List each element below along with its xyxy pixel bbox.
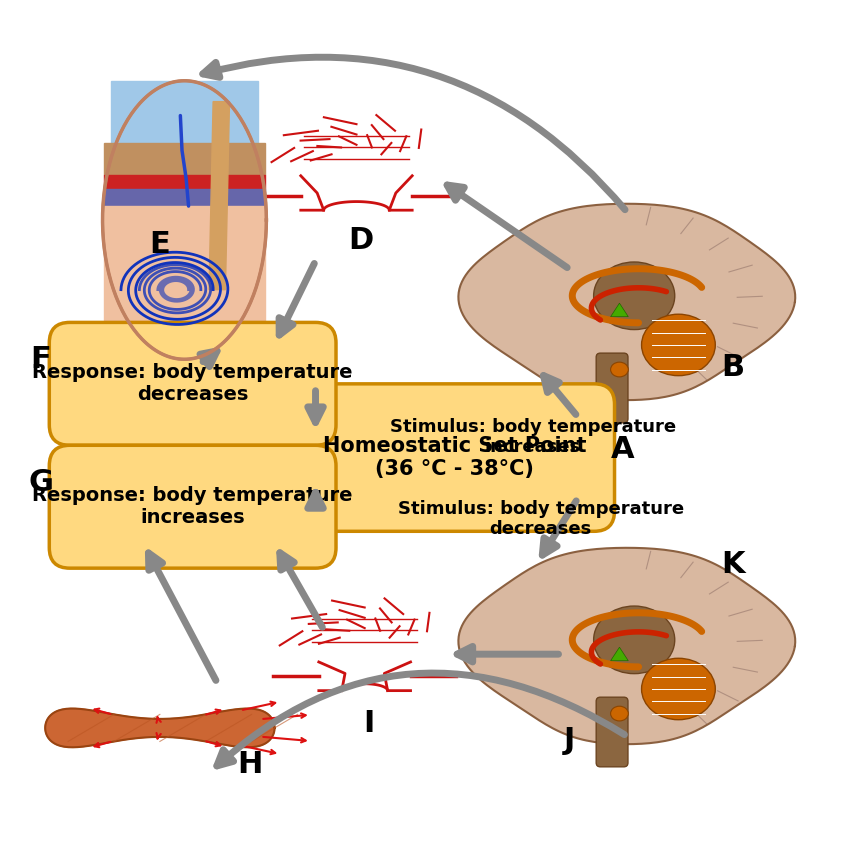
Text: G: G (29, 468, 53, 497)
Text: A: A (611, 435, 634, 464)
Text: J: J (564, 726, 575, 754)
Polygon shape (611, 647, 628, 661)
Polygon shape (111, 81, 258, 144)
FancyBboxPatch shape (596, 353, 628, 423)
FancyBboxPatch shape (49, 445, 336, 568)
Polygon shape (104, 190, 265, 206)
Text: Response: body temperature
decreases: Response: body temperature decreases (32, 364, 353, 404)
Text: K: K (721, 550, 745, 578)
Ellipse shape (594, 262, 675, 330)
Polygon shape (104, 176, 265, 190)
Polygon shape (104, 144, 265, 176)
Text: F: F (31, 345, 52, 374)
Ellipse shape (642, 314, 716, 376)
Ellipse shape (611, 706, 628, 721)
Text: Response: body temperature
increases: Response: body temperature increases (32, 486, 353, 527)
Text: D: D (348, 226, 373, 255)
Polygon shape (103, 81, 266, 359)
Polygon shape (459, 204, 795, 400)
Text: Stimulus: body temperature
decreases: Stimulus: body temperature decreases (398, 500, 683, 539)
Ellipse shape (642, 658, 716, 720)
Text: B: B (721, 353, 745, 382)
Text: Homeostatic Set Point
(36 °C - 38°C): Homeostatic Set Point (36 °C - 38°C) (323, 436, 587, 479)
Text: I: I (363, 709, 375, 739)
Text: E: E (149, 230, 170, 259)
Text: H: H (237, 750, 263, 779)
Polygon shape (104, 206, 265, 332)
Polygon shape (459, 548, 795, 744)
Ellipse shape (611, 362, 628, 377)
FancyBboxPatch shape (295, 384, 615, 532)
Ellipse shape (594, 606, 675, 674)
Polygon shape (45, 708, 275, 747)
FancyBboxPatch shape (49, 322, 336, 445)
FancyBboxPatch shape (596, 697, 628, 766)
Polygon shape (209, 101, 230, 289)
Text: Stimulus: body temperature
increases: Stimulus: body temperature increases (389, 417, 676, 456)
Polygon shape (611, 303, 628, 317)
